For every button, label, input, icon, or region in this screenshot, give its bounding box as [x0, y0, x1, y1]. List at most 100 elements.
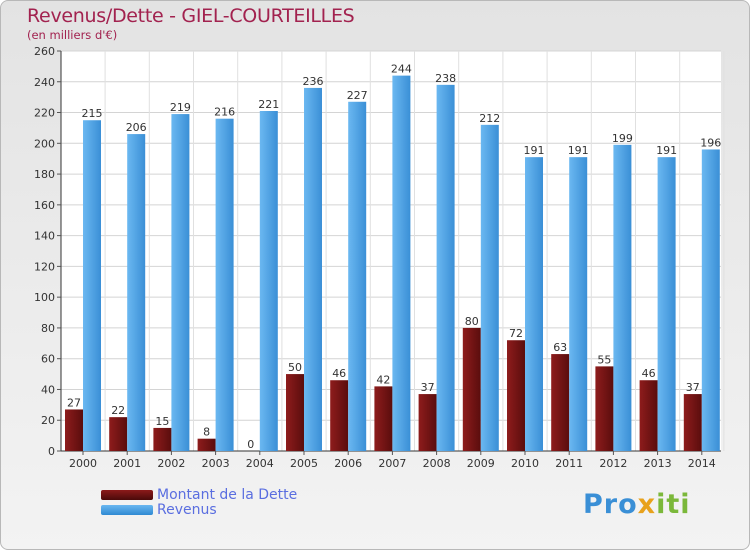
x-tick-label-2007: 2007: [378, 457, 406, 470]
data-label-debt-2013: 46: [642, 367, 656, 380]
proxiti-logo: Proxiti: [583, 489, 691, 520]
x-tick-label-2000: 2000: [69, 457, 97, 470]
data-label-debt-2003: 8: [203, 426, 210, 439]
x-tick-label-2003: 2003: [202, 457, 230, 470]
bar-revenue-2000: [83, 120, 101, 451]
logo-part-3: iti: [656, 489, 691, 520]
y-tick-label-200: 200: [34, 137, 55, 150]
data-label-revenue-2014: 196: [700, 136, 721, 149]
bar-revenue-2005: [304, 87, 322, 451]
data-label-revenue-2008: 238: [435, 72, 456, 85]
bar-revenue-2001: [127, 134, 146, 452]
bar-debt-2000: [65, 409, 83, 451]
x-tick-label-2013: 2013: [644, 457, 672, 470]
data-label-debt-2014: 37: [686, 381, 700, 394]
chart-subtitle: (en milliers d'€): [27, 28, 118, 42]
bar-revenue-2014: [701, 149, 720, 451]
data-label-revenue-2012: 199: [612, 132, 633, 145]
data-label-revenue-2010: 191: [524, 144, 545, 157]
bar-debt-2014: [683, 394, 702, 451]
bar-revenue-2007: [392, 75, 411, 451]
data-label-revenue-2005: 236: [303, 75, 324, 88]
legend-label-revenue: Revenus: [157, 502, 217, 518]
data-label-debt-2000: 27: [67, 396, 81, 409]
y-tick-label-80: 80: [41, 322, 55, 335]
bar-debt-2002: [153, 427, 172, 451]
bar-debt-2007: [374, 386, 393, 451]
legend-swatch-revenue: [101, 505, 153, 515]
data-label-debt-2005: 50: [288, 361, 302, 374]
bar-revenue-2008: [436, 84, 455, 451]
x-tick-label-2008: 2008: [423, 457, 451, 470]
x-tick-label-2014: 2014: [688, 457, 716, 470]
data-label-debt-2008: 37: [421, 381, 435, 394]
data-label-debt-2001: 22: [111, 404, 125, 417]
data-label-revenue-2003: 216: [214, 106, 235, 119]
data-label-debt-2002: 15: [155, 415, 169, 428]
x-tick-label-2001: 2001: [113, 457, 141, 470]
data-label-revenue-2004: 221: [258, 98, 279, 111]
data-label-debt-2012: 55: [597, 353, 611, 366]
bar-debt-2006: [330, 380, 349, 451]
data-label-debt-2010: 72: [509, 327, 523, 340]
bar-debt-2010: [507, 340, 525, 451]
y-tick-label-40: 40: [41, 383, 55, 396]
data-label-revenue-2001: 206: [126, 121, 147, 134]
bar-debt-2012: [595, 366, 614, 451]
bar-revenue-2006: [348, 101, 367, 452]
y-tick-label-260: 260: [34, 45, 55, 58]
y-tick-label-140: 140: [34, 230, 55, 243]
y-tick-label-180: 180: [34, 168, 55, 181]
x-tick-label-2011: 2011: [555, 457, 583, 470]
x-tick-label-2009: 2009: [467, 457, 495, 470]
logo-part-2: x: [637, 489, 657, 520]
bar-revenue-2002: [171, 114, 190, 452]
bar-revenue-2011: [569, 157, 588, 451]
y-tick-label-20: 20: [41, 414, 55, 427]
bar-revenue-2003: [215, 118, 234, 451]
y-tick-label-100: 100: [34, 291, 55, 304]
bar-revenue-2009: [480, 124, 499, 451]
bar-debt-2013: [639, 380, 658, 451]
legend-label-debt: Montant de la Dette: [157, 487, 298, 503]
bar-debt-2005: [286, 374, 304, 451]
x-tick-label-2002: 2002: [157, 457, 185, 470]
bar-revenue-2012: [613, 144, 632, 451]
bar-revenue-2010: [525, 157, 543, 451]
data-label-revenue-2006: 227: [347, 89, 368, 102]
data-label-debt-2009: 80: [465, 315, 479, 328]
data-label-debt-2006: 46: [332, 367, 346, 380]
x-tick-label-2006: 2006: [334, 457, 362, 470]
bar-debt-2009: [462, 327, 481, 451]
data-label-debt-2007: 42: [376, 373, 390, 386]
x-tick-label-2012: 2012: [599, 457, 627, 470]
logo-part-1: Pro: [583, 489, 638, 520]
data-label-revenue-2009: 212: [479, 112, 500, 125]
data-label-revenue-2013: 191: [656, 144, 677, 157]
y-tick-label-160: 160: [34, 199, 55, 212]
data-label-debt-2004: 0: [247, 438, 254, 451]
data-label-revenue-2007: 244: [391, 63, 412, 76]
y-tick-label-220: 220: [34, 107, 55, 120]
data-label-revenue-2000: 215: [82, 107, 103, 120]
bar-debt-2011: [551, 354, 570, 451]
bar-revenue-2013: [657, 157, 676, 451]
x-tick-label-2010: 2010: [511, 457, 539, 470]
bar-debt-2008: [418, 394, 437, 451]
chart-title: Revenus/Dette - GIEL-COURTEILLES: [27, 5, 355, 27]
y-tick-label-240: 240: [34, 76, 55, 89]
bar-debt-2001: [109, 417, 128, 451]
data-label-revenue-2011: 191: [568, 144, 589, 157]
legend-swatch-debt: [101, 490, 153, 500]
data-label-debt-2011: 63: [553, 341, 567, 354]
x-tick-label-2004: 2004: [246, 457, 274, 470]
y-tick-label-60: 60: [41, 353, 55, 366]
x-tick-label-2005: 2005: [290, 457, 318, 470]
data-label-revenue-2002: 219: [170, 101, 191, 114]
bar-revenue-2004: [259, 111, 278, 451]
bar-debt-2003: [197, 438, 216, 451]
y-tick-label-0: 0: [48, 445, 55, 458]
y-tick-label-120: 120: [34, 260, 55, 273]
